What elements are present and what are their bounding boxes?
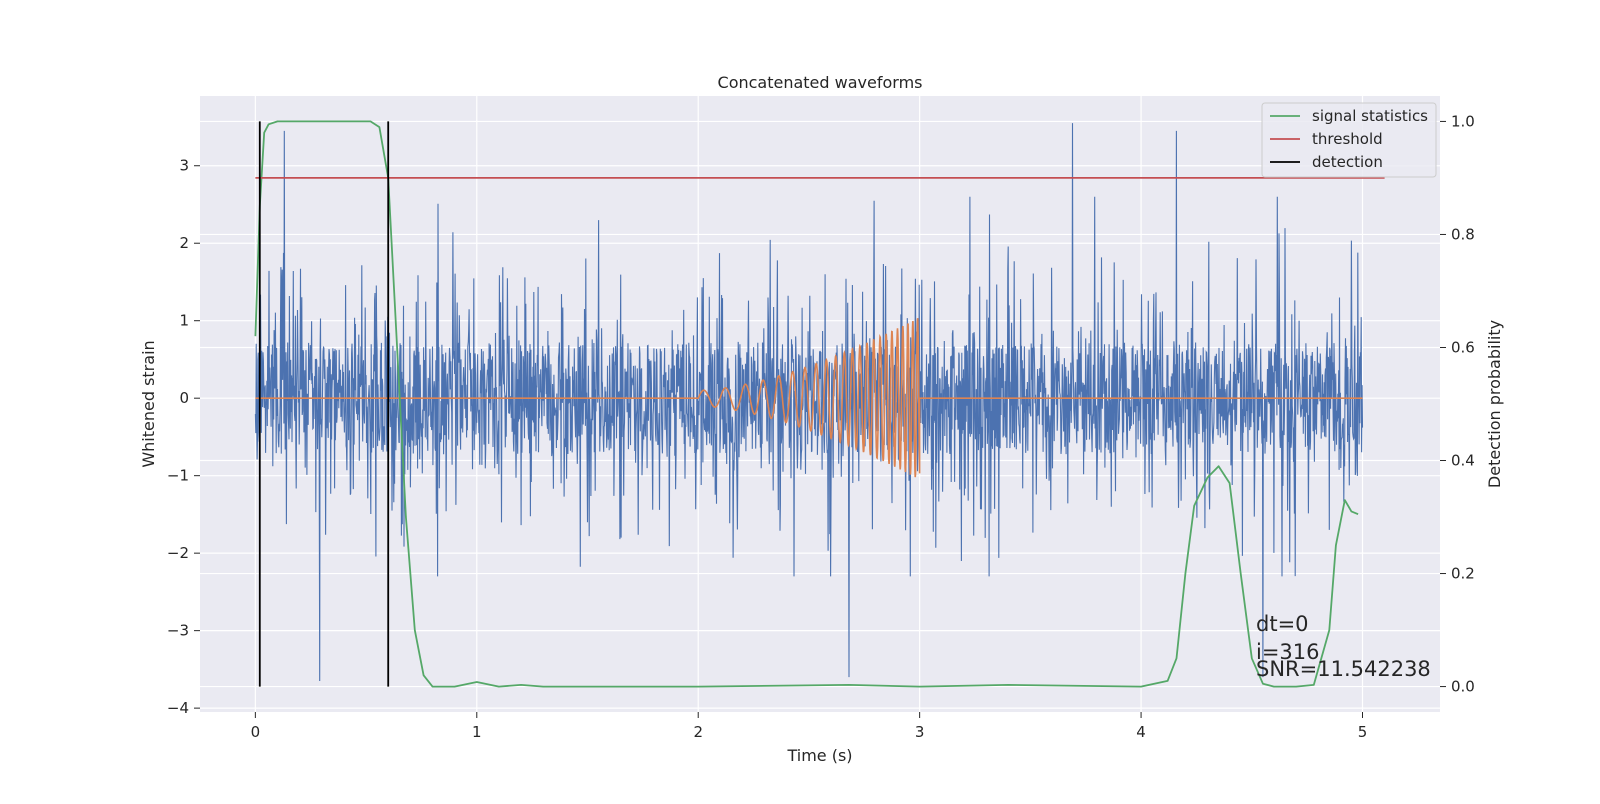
legend-box <box>1261 102 1437 178</box>
x-tick-label: 1 <box>472 723 482 741</box>
y-tick-label: 1 <box>179 312 189 330</box>
y-tick-label: −1 <box>167 467 189 485</box>
x-tick-label: 2 <box>693 723 703 741</box>
annotations: dt=0 i=316 SNR=11.542238 <box>1256 612 1431 681</box>
annotation-dt: dt=0 <box>1256 612 1309 636</box>
legend-label-threshold: threshold <box>1312 130 1383 148</box>
x-tick-label: 5 <box>1358 723 1368 741</box>
series-layer <box>254 120 1385 688</box>
y-tick-label: −3 <box>167 622 189 640</box>
x-tick-label: 3 <box>915 723 925 741</box>
y-tick-label: 2 <box>179 234 189 252</box>
legend-label-signal-statistics: signal statistics <box>1312 107 1428 125</box>
y-axis-label: Whitened strain <box>139 340 158 467</box>
y2-tick-label: 0.6 <box>1451 338 1475 356</box>
signal-statistics-line <box>254 120 1359 688</box>
x-axis-ticks: 0 1 2 3 4 5 <box>251 712 1368 741</box>
y2-tick-label: 0.4 <box>1451 452 1475 470</box>
grid-lines-right <box>200 120 1440 688</box>
legend-label-detection: detection <box>1312 153 1383 171</box>
y-axis-ticks: −4 −3 −2 −1 0 1 2 3 <box>167 157 200 717</box>
strain-series-line <box>254 123 1364 682</box>
y-tick-label: 3 <box>179 157 189 175</box>
y2-tick-label: 0.2 <box>1451 565 1475 583</box>
y-tick-label: −4 <box>167 699 189 717</box>
y2-axis-ticks: 0.0 0.2 0.4 0.6 0.8 1.0 <box>1440 112 1475 696</box>
y2-tick-label: 1.0 <box>1451 112 1475 130</box>
chirp-series-line <box>255 318 1363 478</box>
y2-axis-label: Detection probability <box>1485 320 1504 488</box>
annotation-snr: SNR=11.542238 <box>1256 657 1431 681</box>
legend: signal statistics threshold detection <box>1261 102 1437 178</box>
x-axis-label: Time (s) <box>786 746 852 765</box>
x-tick-label: 0 <box>251 723 261 741</box>
y2-tick-label: 0.0 <box>1451 678 1475 696</box>
y-tick-label: −2 <box>167 544 189 562</box>
x-tick-label: 4 <box>1136 723 1146 741</box>
grid-lines-left <box>200 165 1440 709</box>
y-tick-label: 0 <box>179 389 189 407</box>
chart-title: Concatenated waveforms <box>718 73 923 92</box>
annotation-index: i=316 <box>1256 640 1320 664</box>
y2-tick-label: 0.8 <box>1451 225 1475 243</box>
